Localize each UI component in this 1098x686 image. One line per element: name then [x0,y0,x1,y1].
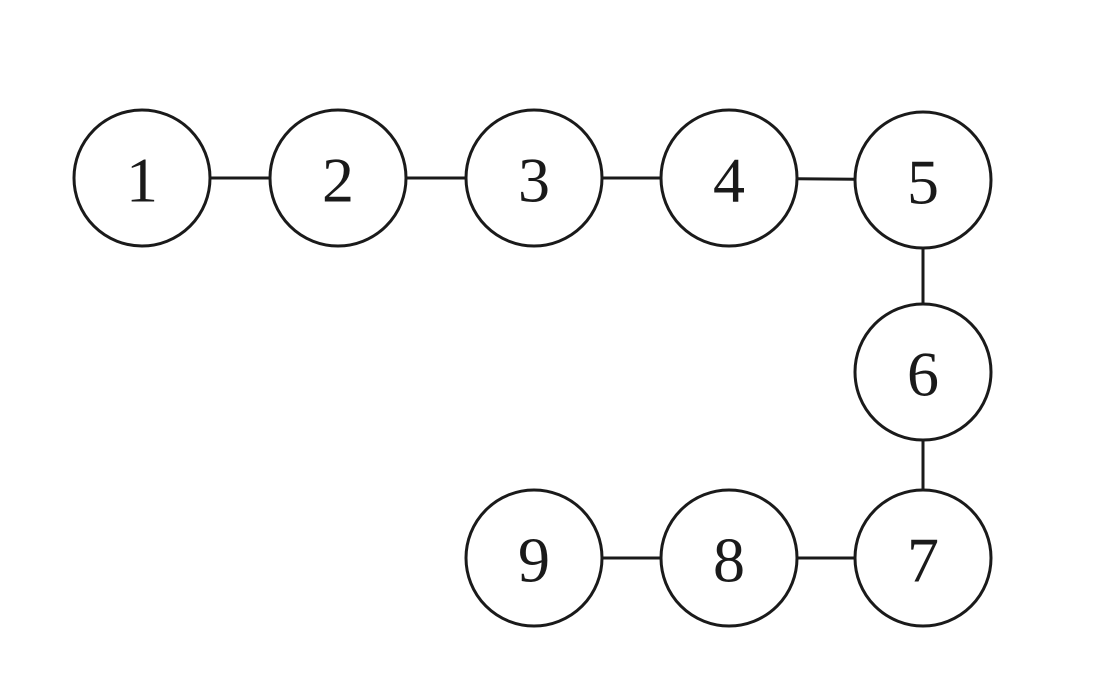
node-1: 1 [72,108,212,248]
node-circle-5 [853,110,993,250]
node-circle-4 [659,108,799,248]
node-label-1: 1 [126,145,158,216]
node-8: 8 [659,488,799,628]
node-circle-1 [72,108,212,248]
nodes-group: 1 2 3 4 5 6 7 8 9 [72,108,993,628]
node-label-9: 9 [518,525,550,596]
node-label-4: 4 [713,145,745,216]
node-label-2: 2 [322,145,354,216]
node-label-8: 8 [713,525,745,596]
node-6: 6 [853,302,993,442]
node-2: 2 [268,108,408,248]
node-circle-8 [659,488,799,628]
node-circle-3 [464,108,604,248]
node-7: 7 [853,488,993,628]
node-label-3: 3 [518,145,550,216]
node-circle-9 [464,488,604,628]
node-label-5: 5 [907,147,939,218]
node-circle-6 [853,302,993,442]
node-circle-7 [853,488,993,628]
node-3: 3 [464,108,604,248]
node-9: 9 [464,488,604,628]
node-circle-2 [268,108,408,248]
edge-4-5 [796,177,856,181]
edges-group [210,176,925,560]
node-4: 4 [659,108,799,248]
node-5: 5 [853,110,993,250]
node-label-6: 6 [907,339,939,410]
node-label-7: 7 [907,525,939,596]
